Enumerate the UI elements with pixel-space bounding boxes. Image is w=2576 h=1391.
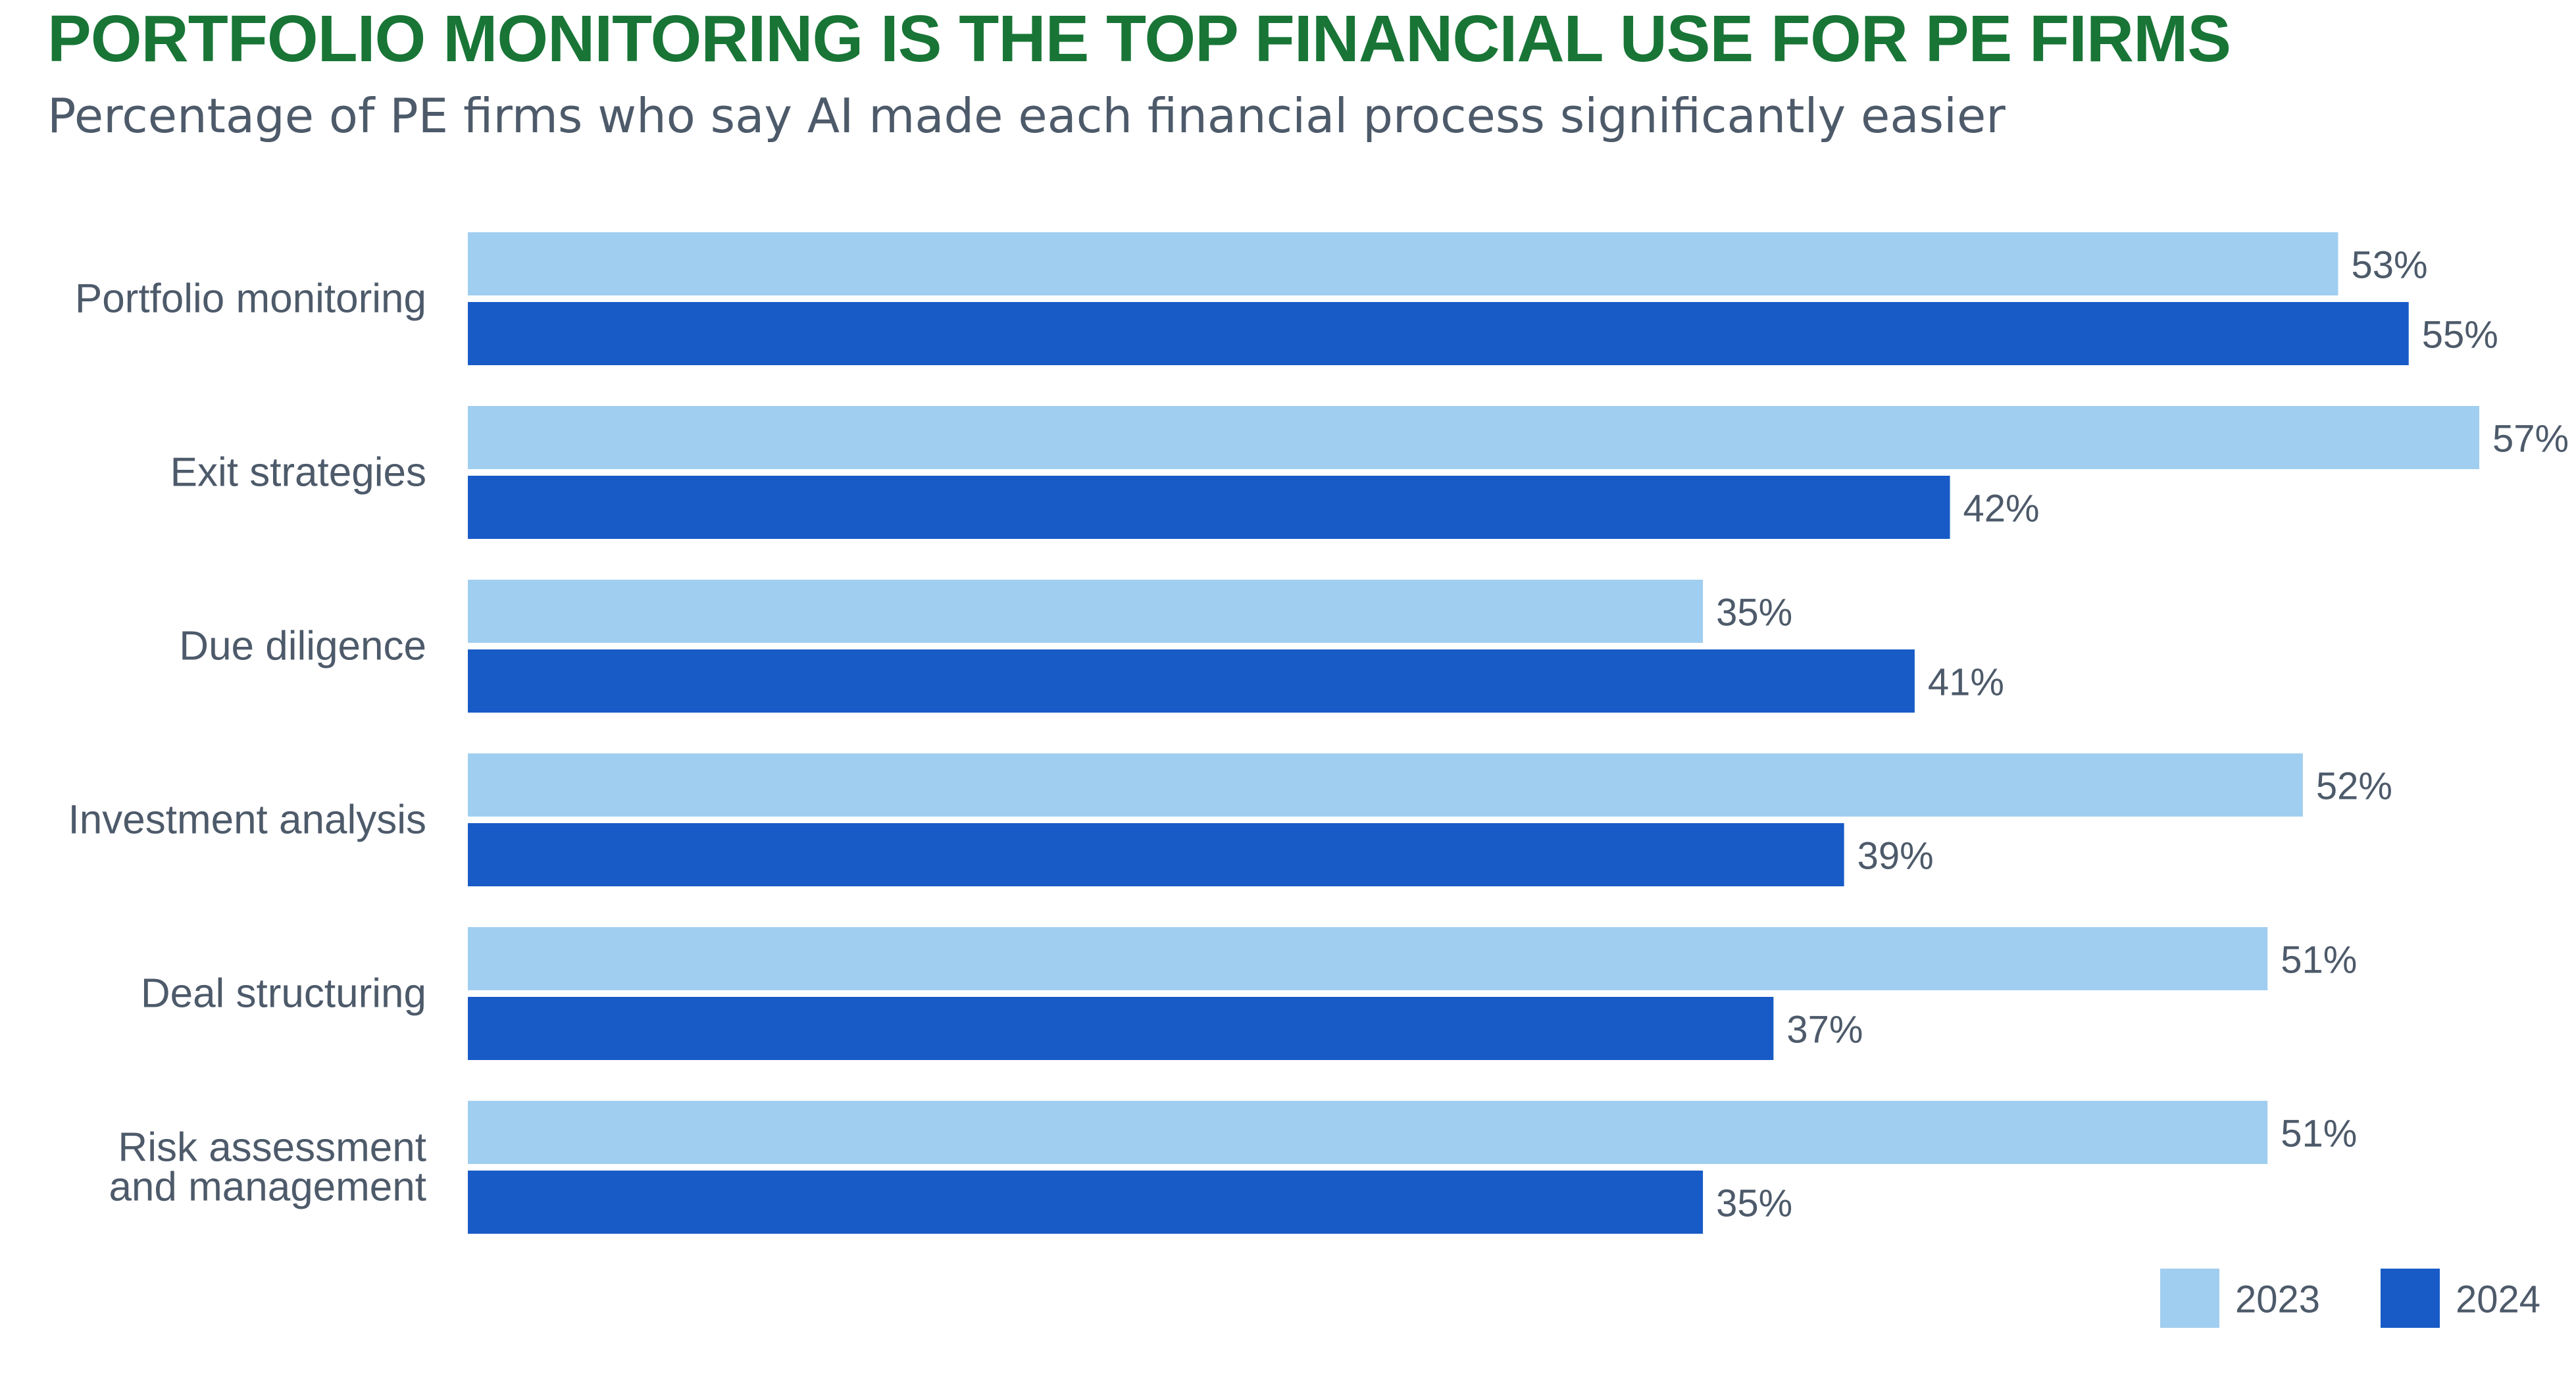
data-label: 57%: [2492, 418, 2569, 461]
data-label: 52%: [2316, 765, 2392, 808]
bar-2024: [468, 823, 1844, 886]
category-label: Investment analysis: [68, 797, 426, 843]
bar-2024: [468, 1171, 1704, 1234]
bar-2023: [468, 580, 1704, 643]
data-label: 39%: [1857, 835, 1934, 878]
bar-2024: [468, 302, 2409, 365]
legend-label: 2023: [2235, 1278, 2320, 1321]
legend-label: 2024: [2456, 1278, 2540, 1321]
category-label: Deal structuring: [141, 971, 426, 1017]
data-label: 51%: [2281, 1113, 2357, 1155]
bar-2023: [468, 927, 2268, 990]
data-label: 51%: [2281, 939, 2357, 982]
category-label: and management: [109, 1165, 426, 1210]
data-label: 35%: [1716, 592, 1792, 634]
legend-swatch-2023: [2160, 1269, 2219, 1328]
bar-2023: [468, 1101, 2268, 1164]
category-label: Portfolio monitoring: [75, 276, 426, 322]
category-label: Risk assessment: [118, 1125, 426, 1171]
bar-2023: [468, 406, 2479, 469]
data-label: 37%: [1786, 1009, 1863, 1051]
chart-title: PORTFOLIO MONITORING IS THE TOP FINANCIA…: [47, 2, 2231, 76]
data-label: 53%: [2351, 244, 2427, 287]
legend-swatch-2024: [2381, 1269, 2440, 1328]
data-label: 35%: [1716, 1182, 1792, 1225]
category-label: Exit strategies: [170, 450, 426, 495]
bar-2024: [468, 997, 1774, 1060]
data-label: 41%: [1928, 661, 2004, 704]
data-label: 55%: [2422, 314, 2498, 357]
chart-subtitle: Percentage of PE firms who say AI made e…: [47, 88, 2006, 143]
bar-2024: [468, 649, 1915, 713]
bar-2023: [468, 232, 2338, 295]
bar-2024: [468, 476, 1950, 539]
data-label: 42%: [1963, 488, 2040, 530]
bar-2023: [468, 753, 2303, 817]
category-label: Due diligence: [179, 624, 426, 669]
